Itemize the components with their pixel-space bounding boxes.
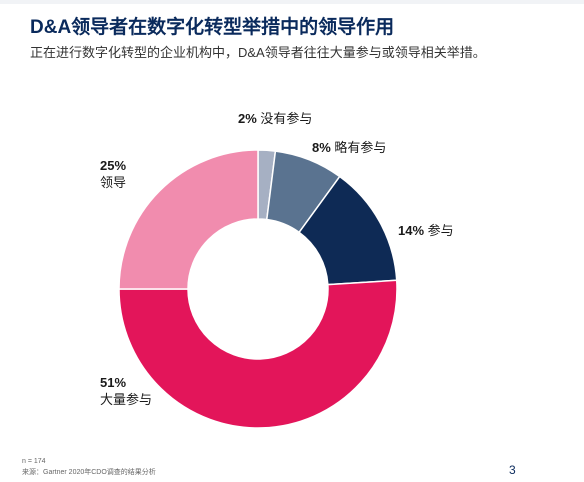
slice-pct-slight: 8% — [312, 140, 331, 155]
slice-pct-heavy: 51% — [100, 375, 127, 390]
page-number: 3 — [509, 463, 516, 477]
slice-name-lead: 领导 — [100, 175, 127, 190]
slice-pct-lead: 25% — [100, 158, 127, 173]
slice-name-slight: 略有参与 — [334, 140, 387, 155]
source-note: 来源：Gartner 2020年CDO调查的结果分析 — [22, 469, 156, 476]
slice-label-slight: 8% 略有参与 — [312, 139, 386, 156]
slice-pct-none: 2% — [238, 111, 257, 126]
slice-heavy — [118, 279, 398, 429]
slice-pct-participate: 14% — [398, 223, 425, 238]
slice-name-heavy: 大量参与 — [100, 392, 153, 407]
sample-size-note: n = 174 — [22, 458, 46, 465]
slice-name-participate: 参与 — [427, 223, 454, 238]
slice-name-none: 没有参与 — [260, 111, 313, 126]
slice-label-participate: 14% 参与 — [398, 222, 454, 239]
chart-subtitle: 正在进行数字化转型的企业机构中，D&A领导者往往大量参与或领导相关举措。 — [30, 45, 486, 60]
slice-label-heavy: 51% 大量参与 — [100, 374, 152, 408]
chart-title: D&A领导者在数字化转型举措中的领导作用 — [30, 17, 395, 38]
slice-lead — [118, 149, 259, 290]
top-bar — [0, 0, 584, 4]
slice-label-lead: 25% 领导 — [100, 157, 126, 191]
slice-label-none: 2% 没有参与 — [238, 110, 312, 127]
